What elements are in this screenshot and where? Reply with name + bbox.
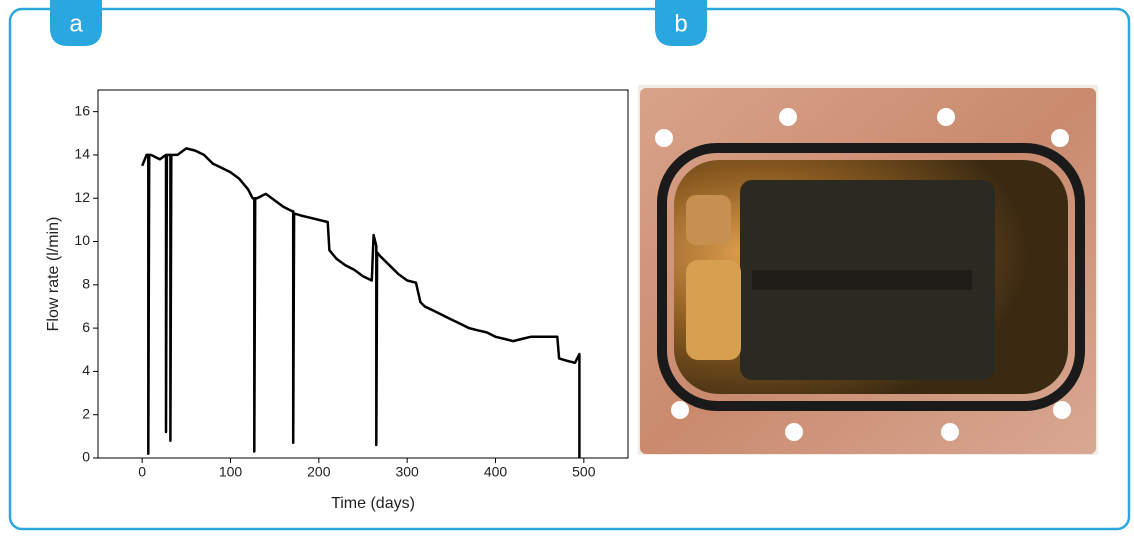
y-tick-label: 14 bbox=[74, 146, 90, 162]
x-tick-label: 300 bbox=[395, 464, 419, 480]
x-tick-label: 0 bbox=[138, 464, 146, 480]
y-tick-label: 12 bbox=[74, 189, 90, 205]
tab-a bbox=[50, 0, 102, 46]
y-tick-label: 10 bbox=[74, 232, 90, 248]
frame bbox=[8, 7, 1131, 531]
x-tick-label: 400 bbox=[484, 464, 508, 480]
y-tick-label: 4 bbox=[82, 362, 90, 378]
tab-b bbox=[655, 0, 707, 46]
x-tick-label: 100 bbox=[219, 464, 243, 480]
x-axis-label: Time (days) bbox=[331, 495, 415, 512]
plot-frame bbox=[97, 89, 629, 459]
panel-label: a bbox=[69, 10, 83, 37]
photo bbox=[638, 85, 1098, 455]
y-axis-label: Flow rate (l/min) bbox=[45, 217, 62, 332]
x-tick-label: 200 bbox=[307, 464, 331, 480]
data-line bbox=[141, 147, 581, 458]
y-tick-label: 0 bbox=[82, 449, 90, 465]
y-tick-label: 6 bbox=[82, 319, 90, 335]
y-tick-label: 2 bbox=[82, 405, 90, 421]
panel-label: b bbox=[674, 10, 687, 37]
y-tick-label: 8 bbox=[82, 276, 90, 292]
y-tick-label: 16 bbox=[74, 102, 90, 118]
x-tick-label: 500 bbox=[572, 464, 596, 480]
